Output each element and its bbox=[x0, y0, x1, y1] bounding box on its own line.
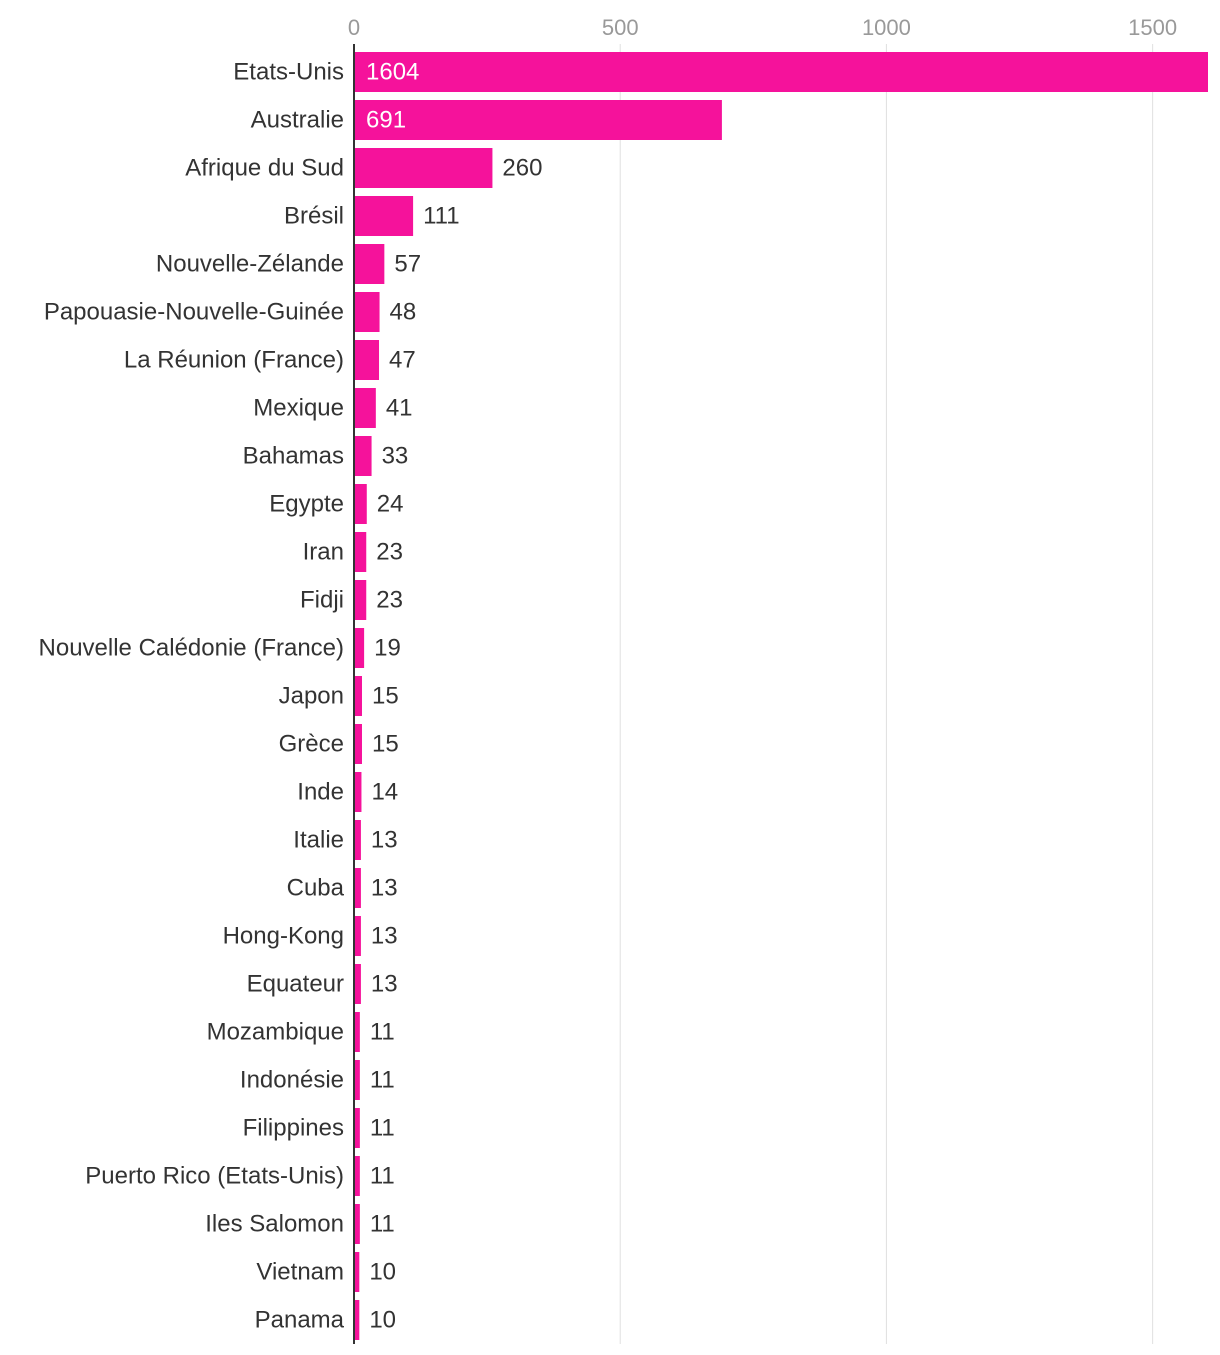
category-label: Egypte bbox=[269, 491, 344, 518]
category-label: Iles Salomon bbox=[205, 1211, 344, 1238]
value-label: 13 bbox=[371, 923, 398, 950]
category-label: Fidji bbox=[300, 587, 344, 614]
x-tick-label: 1500 bbox=[1128, 15, 1177, 40]
bar bbox=[354, 724, 362, 764]
category-label: Cuba bbox=[287, 875, 345, 902]
category-label: Inde bbox=[297, 779, 344, 806]
bar bbox=[354, 148, 493, 188]
bar bbox=[354, 244, 385, 284]
category-label: La Réunion (France) bbox=[124, 347, 344, 374]
category-label: Papouasie-Nouvelle-Guinée bbox=[44, 299, 344, 326]
bar bbox=[354, 1156, 360, 1196]
category-label: Indonésie bbox=[240, 1067, 344, 1094]
value-label: 1604 bbox=[366, 59, 419, 86]
value-label: 691 bbox=[366, 107, 406, 134]
value-label: 41 bbox=[386, 395, 413, 422]
category-label: Bahamas bbox=[243, 443, 344, 470]
bar bbox=[354, 916, 361, 956]
value-label: 111 bbox=[423, 203, 459, 230]
value-label: 23 bbox=[376, 539, 403, 566]
category-label: Japon bbox=[279, 683, 344, 710]
value-label: 13 bbox=[371, 971, 398, 998]
value-label: 47 bbox=[389, 347, 416, 374]
bar bbox=[354, 388, 376, 428]
category-label: Italie bbox=[293, 827, 344, 854]
x-tick-label: 0 bbox=[348, 15, 360, 40]
category-label: Filippines bbox=[243, 1115, 344, 1142]
bar bbox=[354, 580, 367, 620]
value-label: 19 bbox=[374, 635, 401, 662]
bar bbox=[354, 436, 372, 476]
x-axis-ticks: 0 500 1000 1500 bbox=[348, 15, 1177, 40]
bar bbox=[354, 340, 380, 380]
bar bbox=[354, 772, 362, 812]
value-label: 15 bbox=[372, 731, 399, 758]
value-label: 11 bbox=[370, 1115, 395, 1142]
x-tick-label: 1000 bbox=[862, 15, 911, 40]
bar bbox=[354, 532, 367, 572]
value-label: 11 bbox=[370, 1067, 395, 1094]
value-label: 33 bbox=[382, 443, 409, 470]
category-label: Grèce bbox=[279, 731, 344, 758]
category-label: Puerto Rico (Etats-Unis) bbox=[85, 1163, 344, 1190]
bar bbox=[354, 100, 722, 140]
category-label: Mexique bbox=[253, 395, 344, 422]
value-label: 48 bbox=[390, 299, 417, 326]
category-label: Etats-Unis bbox=[233, 59, 344, 86]
bar bbox=[354, 292, 380, 332]
value-label: 10 bbox=[369, 1307, 396, 1334]
value-label: 24 bbox=[377, 491, 404, 518]
gridlines bbox=[619, 44, 1154, 1344]
value-label: 260 bbox=[502, 155, 542, 182]
category-label: Equateur bbox=[247, 971, 344, 998]
category-label: Australie bbox=[251, 107, 344, 134]
bar bbox=[354, 1012, 360, 1052]
value-label: 15 bbox=[372, 683, 399, 710]
bar bbox=[354, 676, 362, 716]
bar bbox=[354, 1204, 360, 1244]
category-label: Afrique du Sud bbox=[185, 155, 344, 182]
bar bbox=[354, 196, 414, 236]
value-label: 13 bbox=[371, 875, 398, 902]
category-label: Hong-Kong bbox=[223, 923, 344, 950]
bar bbox=[354, 964, 361, 1004]
bar bbox=[354, 52, 1208, 92]
value-label: 10 bbox=[369, 1259, 396, 1286]
value-label: 57 bbox=[394, 251, 421, 278]
bar bbox=[354, 628, 365, 668]
bars bbox=[354, 52, 1208, 1340]
value-label: 11 bbox=[370, 1163, 395, 1190]
value-label: 11 bbox=[370, 1211, 395, 1238]
value-label: 14 bbox=[371, 779, 398, 806]
bar bbox=[354, 868, 361, 908]
bar bbox=[354, 1252, 360, 1292]
x-tick-label: 500 bbox=[602, 15, 639, 40]
bar bbox=[354, 1108, 360, 1148]
value-label: 13 bbox=[371, 827, 398, 854]
category-label: Brésil bbox=[284, 203, 344, 230]
category-label: Nouvelle-Zélande bbox=[156, 251, 344, 278]
category-label: Panama bbox=[255, 1307, 345, 1334]
value-label: 11 bbox=[370, 1019, 395, 1046]
bar bbox=[354, 484, 367, 524]
category-labels: Etats-Unis Australie Afrique du Sud Brésil N… bbox=[39, 59, 345, 1334]
category-label: Mozambique bbox=[207, 1019, 344, 1046]
category-label: Nouvelle Calédonie (France) bbox=[39, 635, 344, 662]
bar bbox=[354, 1060, 360, 1100]
bar bbox=[354, 1300, 360, 1340]
category-label: Iran bbox=[303, 539, 344, 566]
value-label: 23 bbox=[376, 587, 403, 614]
category-label: Vietnam bbox=[256, 1259, 344, 1286]
bar bbox=[354, 820, 361, 860]
